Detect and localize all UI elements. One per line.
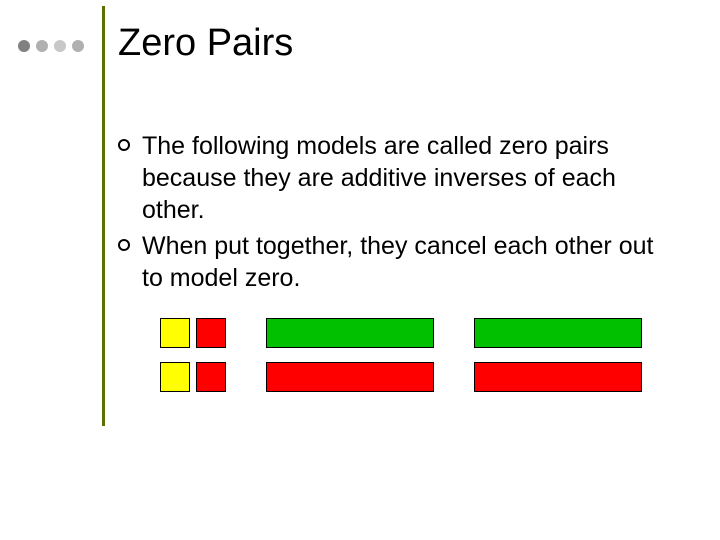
dot-2 [36, 40, 48, 52]
bullet-text: The following models are called zero pai… [142, 130, 678, 226]
small-square-tile [196, 362, 226, 392]
bullet-item: When put together, they cancel each othe… [118, 230, 678, 294]
bullet-list: The following models are called zero pai… [118, 130, 678, 298]
tile-row [160, 318, 642, 348]
tile-gap [440, 377, 468, 378]
tile-row [160, 362, 642, 392]
tile-gap [232, 377, 260, 378]
bullet-marker-icon [118, 139, 130, 151]
bar-tile [266, 318, 434, 348]
tiles-diagram [160, 318, 642, 406]
small-square-tile [160, 318, 190, 348]
tile-gap [232, 333, 260, 334]
dot-4 [72, 40, 84, 52]
tile-gap [440, 333, 468, 334]
dot-1 [18, 40, 30, 52]
vertical-accent-line [102, 6, 105, 426]
bullet-text: When put together, they cancel each othe… [142, 230, 678, 294]
slide-title: Zero Pairs [118, 22, 293, 65]
bar-tile [474, 362, 642, 392]
dot-3 [54, 40, 66, 52]
small-square-tile [196, 318, 226, 348]
bar-tile [474, 318, 642, 348]
bar-tile [266, 362, 434, 392]
bullet-item: The following models are called zero pai… [118, 130, 678, 226]
small-square-tile [160, 362, 190, 392]
decor-dots [18, 40, 84, 52]
bullet-marker-icon [118, 239, 130, 251]
